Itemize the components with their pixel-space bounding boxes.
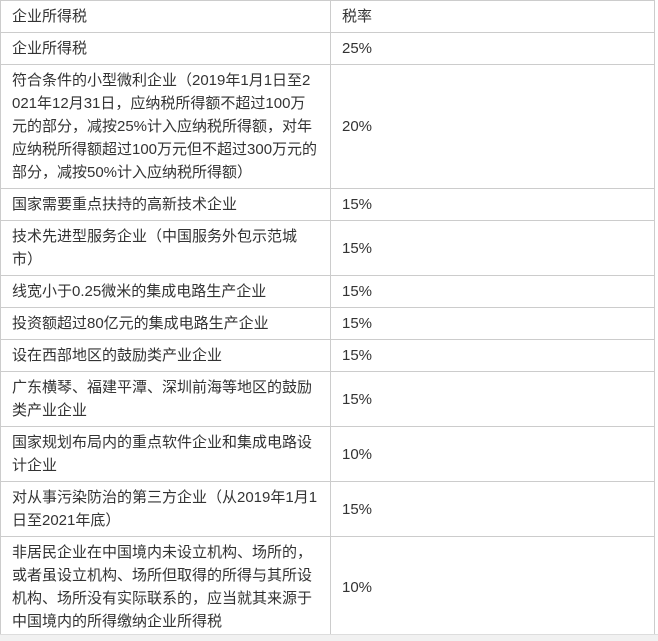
table-row: 国家规划布局内的重点软件企业和集成电路设计企业 10% [0, 426, 655, 482]
rate-cell: 15% [330, 188, 655, 221]
category-cell: 国家需要重点扶持的高新技术企业 [0, 188, 331, 221]
rate-cell: 15% [330, 220, 655, 276]
category-cell: 对从事污染防治的第三方企业（从2019年1月1日至2021年底） [0, 481, 331, 537]
category-cell: 国家规划布局内的重点软件企业和集成电路设计企业 [0, 426, 331, 482]
category-cell: 符合条件的小型微利企业（2019年1月1日至2021年12月31日，应纳税所得额… [0, 64, 331, 189]
rate-cell: 10% [330, 536, 655, 638]
category-cell: 投资额超过80亿元的集成电路生产企业 [0, 307, 331, 340]
category-cell: 设在西部地区的鼓励类产业企业 [0, 339, 331, 372]
below-table-strip [0, 634, 658, 641]
rate-cell: 15% [330, 339, 655, 372]
rate-cell: 15% [330, 481, 655, 537]
category-cell: 广东横琴、福建平潭、深圳前海等地区的鼓励类产业企业 [0, 371, 331, 427]
rate-cell: 15% [330, 371, 655, 427]
rate-cell: 15% [330, 307, 655, 340]
category-cell: 企业所得税 [0, 32, 331, 65]
table-row: 对从事污染防治的第三方企业（从2019年1月1日至2021年底） 15% [0, 481, 655, 537]
table-row: 国家需要重点扶持的高新技术企业 15% [0, 188, 655, 221]
rate-cell: 25% [330, 32, 655, 65]
table-header-row: 企业所得税 税率 [0, 0, 655, 33]
table-row: 广东横琴、福建平潭、深圳前海等地区的鼓励类产业企业 15% [0, 371, 655, 427]
table-body: 企业所得税 25% 符合条件的小型微利企业（2019年1月1日至2021年12月31… [0, 32, 655, 638]
category-cell: 非居民企业在中国境内未设立机构、场所的，或者虽设立机构、场所但取得的所得与其所设… [0, 536, 331, 638]
table-row: 投资额超过80亿元的集成电路生产企业 15% [0, 307, 655, 340]
table-row: 线宽小于0.25微米的集成电路生产企业 15% [0, 275, 655, 308]
rate-cell: 20% [330, 64, 655, 189]
table-row: 符合条件的小型微利企业（2019年1月1日至2021年12月31日，应纳税所得额… [0, 64, 655, 189]
table-row: 设在西部地区的鼓励类产业企业 15% [0, 339, 655, 372]
column-header-category: 企业所得税 [0, 0, 331, 33]
table-row: 技术先进型服务企业（中国服务外包示范城市） 15% [0, 220, 655, 276]
column-header-rate: 税率 [330, 0, 655, 33]
category-cell: 技术先进型服务企业（中国服务外包示范城市） [0, 220, 331, 276]
rate-cell: 10% [330, 426, 655, 482]
table-row: 非居民企业在中国境内未设立机构、场所的，或者虽设立机构、场所但取得的所得与其所设… [0, 536, 655, 638]
table-row: 企业所得税 25% [0, 32, 655, 65]
rate-cell: 15% [330, 275, 655, 308]
category-cell: 线宽小于0.25微米的集成电路生产企业 [0, 275, 331, 308]
